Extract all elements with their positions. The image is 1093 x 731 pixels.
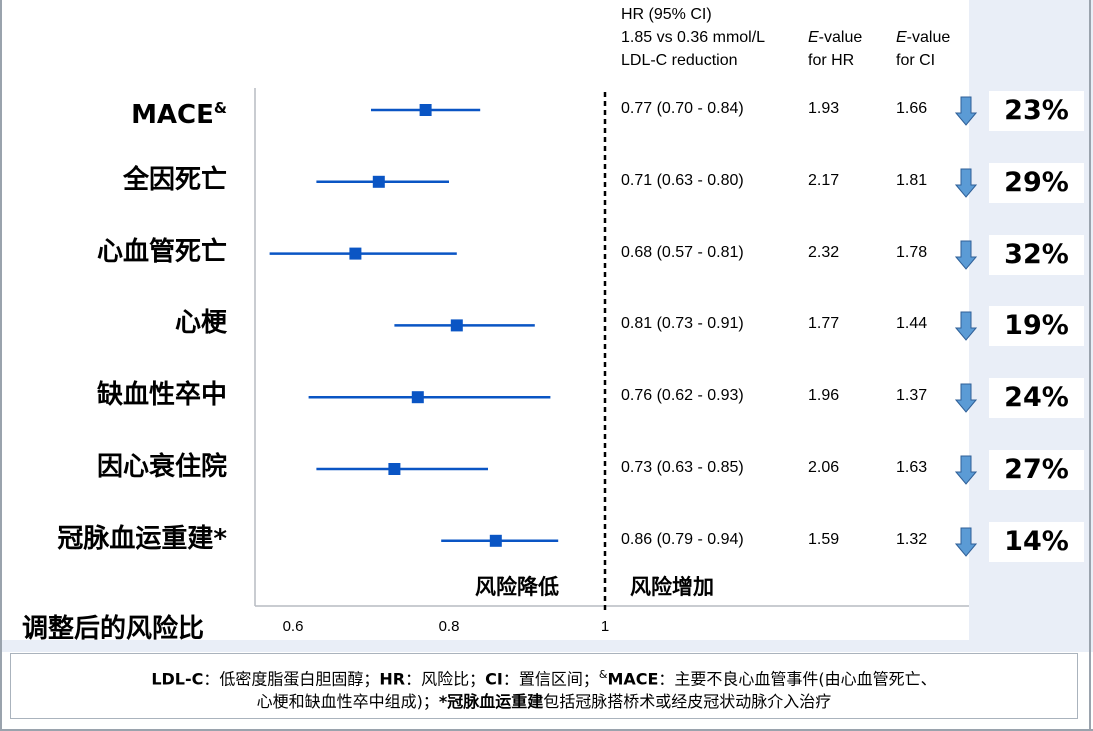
footnote-revasc-term: *冠脉血运重建 — [438, 692, 544, 712]
hr-point — [489, 534, 502, 547]
row-label-text: 冠脉血运重建* — [57, 523, 227, 554]
evalue-ci: 1.37 — [896, 387, 928, 405]
header-evalue-hr-line2: for HR — [808, 52, 855, 69]
header-evalue-ci-suffix: -value — [906, 29, 951, 46]
hr-ci-value: 0.76 (0.62 - 0.93) — [621, 387, 744, 405]
footnote-revasc-def: 包括冠脉搭桥术或经皮冠状动脉介入治疗 — [543, 692, 832, 712]
footnote-hr-def: ：风险比； — [405, 669, 486, 689]
down-arrow-icon — [955, 527, 977, 557]
row-label: 冠脉血运重建* — [57, 522, 227, 556]
row-label-text: 因心衰住院 — [96, 452, 227, 482]
row-label-sup: & — [213, 99, 227, 117]
frame-left — [0, 0, 2, 731]
down-arrow-icon — [955, 168, 977, 198]
header-hr-line2: 1.85 vs 0.36 mmol/L — [621, 29, 766, 46]
footnote: LDL-C：低密度脂蛋白胆固醇；HR：风险比；CI：置信区间；&MACE：主要不… — [10, 653, 1078, 719]
down-arrow-icon — [955, 455, 977, 485]
row-label-text: MACE — [131, 100, 214, 130]
y-axis-title: 调整后的风险比 — [22, 614, 205, 644]
footnote-ci-term: CI — [485, 669, 503, 689]
reduction-percent: 24% — [989, 378, 1084, 419]
footnote-ci-def: ：置信区间； — [502, 669, 599, 689]
row-label-text: 全因死亡 — [122, 164, 227, 195]
header-evalue-hr-line1: E-value — [808, 27, 862, 48]
footnote-hr-term: HR — [379, 669, 406, 689]
evalue-ci: 1.32 — [896, 530, 928, 548]
hr-point — [388, 463, 401, 475]
down-arrow-icon — [955, 383, 977, 413]
evalue-hr: 1.96 — [808, 387, 840, 405]
row-label-text: 缺血性卒中 — [96, 380, 227, 411]
row-label-text: 心血管死亡 — [96, 236, 227, 267]
header-evalue-hr-suffix: -value — [818, 29, 863, 46]
evalue-hr: 1.93 — [808, 100, 840, 117]
bottom-panel-background — [0, 640, 1093, 652]
x-tick-label: 1 — [601, 618, 609, 635]
row-label-text: 心梗 — [174, 308, 227, 339]
header-evalue-ci-line1: E-value — [896, 27, 950, 48]
header-evalue-ci-italic: E — [896, 29, 907, 46]
hr-point — [411, 391, 424, 404]
reduction-percent: 29% — [989, 162, 1084, 203]
hr-ci-value: 0.77 (0.70 - 0.84) — [621, 100, 744, 117]
down-arrow-icon — [955, 311, 977, 342]
down-arrow-icon — [955, 96, 977, 126]
footnote-line-2: 心梗和缺血性卒中组成)；*冠脉血运重建包括冠脉搭桥术或经皮冠状动脉介入治疗 — [11, 690, 1077, 713]
evalue-hr: 2.17 — [808, 171, 840, 189]
header-hr-line1: HR (95% CI) — [621, 6, 712, 23]
header-evalue-ci-line2: for CI — [896, 52, 936, 69]
hr-ci-value: 0.73 (0.63 - 0.85) — [621, 459, 744, 476]
frame-bottom — [0, 729, 1093, 731]
evalue-ci: 1.44 — [896, 315, 928, 333]
reduction-percent: 27% — [989, 450, 1084, 490]
risk-decrease-label: 风险降低 — [475, 575, 559, 599]
row-label: 缺血性卒中 — [97, 378, 227, 412]
row-label: 因心衰住院 — [97, 450, 227, 484]
header-evalue-hr-italic: E — [808, 29, 819, 46]
footnote-mace-def: ：主要不良心血管事件(由心血管死亡、 — [658, 669, 937, 689]
row-label: MACE& — [131, 91, 227, 132]
row-label: 全因死亡 — [123, 163, 227, 197]
reduction-percent: 19% — [989, 306, 1084, 347]
x-tick-label: 0.8 — [439, 618, 460, 635]
hr-ci-value: 0.68 (0.57 - 0.81) — [621, 243, 744, 261]
x-tick-label: 0.6 — [283, 618, 304, 635]
footnote-line-1: LDL-C：低密度脂蛋白胆固醇；HR：风险比；CI：置信区间；&MACE：主要不… — [11, 663, 1077, 690]
footnote-mace-sup: & — [598, 668, 608, 681]
reduction-percent: 23% — [989, 91, 1084, 131]
reduction-percent: 14% — [989, 521, 1084, 562]
frame-right — [1089, 0, 1091, 731]
hr-point — [419, 104, 432, 116]
evalue-ci: 1.66 — [896, 100, 928, 117]
hr-ci-value: 0.86 (0.79 - 0.94) — [621, 530, 744, 548]
evalue-hr: 1.59 — [808, 530, 840, 548]
reduction-percent: 32% — [989, 234, 1084, 275]
evalue-ci: 1.78 — [896, 243, 928, 261]
hr-point — [450, 319, 463, 332]
header-hr-line3: LDL-C reduction — [621, 52, 738, 69]
row-label: 心梗 — [175, 306, 227, 340]
evalue-hr: 2.32 — [808, 243, 840, 261]
evalue-hr: 2.06 — [808, 459, 840, 476]
evalue-ci: 1.63 — [896, 459, 928, 476]
evalue-ci: 1.81 — [896, 171, 928, 189]
evalue-hr: 1.77 — [808, 315, 840, 333]
hr-ci-value: 0.71 (0.63 - 0.80) — [621, 171, 744, 189]
hr-point — [349, 247, 362, 260]
hr-ci-value: 0.81 (0.73 - 0.91) — [621, 315, 744, 333]
row-label: 心血管死亡 — [97, 235, 227, 269]
footnote-mace-term: MACE — [607, 669, 659, 689]
risk-increase-label: 风险增加 — [630, 575, 714, 599]
footnote-ldlc-def: ：低密度脂蛋白胆固醇； — [203, 669, 380, 689]
footnote-mace-def-cont: 心梗和缺血性卒中组成)； — [256, 692, 439, 712]
footnote-ldlc-term: LDL-C — [151, 669, 204, 689]
down-arrow-icon — [955, 240, 977, 270]
hr-point — [372, 175, 385, 188]
